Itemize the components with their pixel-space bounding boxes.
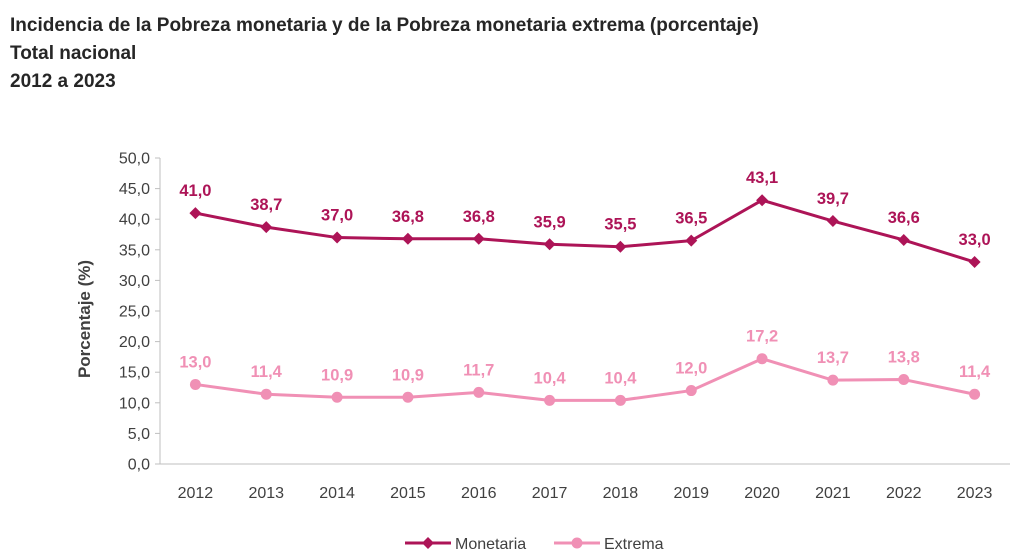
data-point-extrema [260, 388, 272, 400]
data-point-extrema [473, 386, 485, 398]
data-label-monetaria: 39,7 [817, 190, 849, 208]
data-point-monetaria [826, 215, 839, 228]
y-tick-label: 20,0 [119, 334, 150, 351]
x-tick-label: 2023 [957, 485, 993, 502]
legend-marker-extrema [571, 537, 583, 549]
chart-period: 2012 a 2023 [10, 71, 116, 92]
x-tick-label: 2013 [248, 485, 284, 502]
data-label-extrema: 13,8 [888, 349, 920, 367]
chart-subtitle: Total nacional [10, 43, 137, 64]
data-label-monetaria: 36,8 [392, 208, 424, 226]
data-label-monetaria: 43,1 [746, 169, 778, 187]
x-tick-label: 2020 [744, 485, 780, 502]
chart-title-block: Incidencia de la Pobreza monetaria y de … [10, 12, 759, 96]
data-label-monetaria: 36,5 [675, 210, 707, 228]
data-point-extrema [969, 388, 981, 400]
data-point-monetaria [756, 194, 769, 207]
x-tick-label: 2016 [461, 485, 497, 502]
data-label-extrema: 13,7 [817, 349, 849, 367]
data-point-extrema [544, 394, 556, 406]
chart-title: Incidencia de la Pobreza monetaria y de … [10, 15, 759, 36]
y-axis-title: Porcentaje (%) [75, 260, 94, 378]
data-point-extrema [685, 385, 697, 397]
y-tick-label: 0,0 [128, 457, 150, 474]
x-tick-label: 2018 [603, 485, 639, 502]
y-tick-label: 30,0 [119, 273, 150, 290]
data-point-monetaria [897, 234, 910, 247]
data-label-monetaria: 35,9 [534, 213, 566, 231]
x-tick-label: 2017 [532, 485, 568, 502]
legend-label-extrema: Extrema [604, 536, 664, 553]
data-label-extrema: 10,4 [604, 369, 637, 387]
data-label-extrema: 10,9 [321, 366, 353, 384]
data-label-extrema: 10,9 [392, 366, 424, 384]
data-label-monetaria: 33,0 [959, 231, 991, 249]
data-label-extrema: 11,4 [959, 363, 991, 381]
legend-label-monetaria: Monetaria [455, 536, 526, 553]
data-label-monetaria: 35,5 [604, 216, 636, 234]
y-tick-label: 25,0 [119, 304, 150, 321]
series-line-extrema [195, 357, 975, 402]
data-label-monetaria: 36,6 [888, 209, 920, 227]
x-tick-label: 2021 [815, 485, 851, 502]
data-point-monetaria [685, 234, 698, 247]
chart-legend: Monetaria Extrema [405, 536, 664, 553]
series-line-monetaria [195, 198, 976, 264]
data-label-extrema: 17,2 [746, 328, 778, 346]
y-tick-label: 15,0 [119, 365, 150, 382]
data-label-extrema: 13,0 [179, 353, 211, 371]
y-tick-label: 50,0 [119, 151, 150, 168]
data-point-monetaria [260, 221, 273, 234]
x-tick-label: 2022 [886, 485, 922, 502]
data-point-extrema [827, 374, 839, 386]
x-tick-label: 2019 [673, 485, 709, 502]
y-tick-label: 35,0 [119, 242, 150, 259]
data-point-monetaria [543, 238, 556, 251]
y-tick-label: 40,0 [119, 212, 150, 229]
data-point-monetaria [472, 232, 485, 245]
y-tick-label: 5,0 [128, 426, 150, 443]
data-point-extrema [189, 378, 201, 390]
y-tick-label: 10,0 [119, 395, 150, 412]
data-label-extrema: 11,4 [251, 363, 283, 381]
chart-data-labels: 41,0 38,7 37,0 36,8 36,8 35,9 35,5 36,5 43,1 39,7… [179, 169, 991, 387]
data-point-extrema [898, 374, 910, 386]
x-tick-label: 2014 [319, 485, 355, 502]
data-point-extrema [614, 394, 626, 406]
data-label-extrema: 10,4 [534, 369, 567, 387]
y-tick-label: 45,0 [119, 181, 150, 198]
data-point-extrema [331, 391, 343, 403]
data-label-extrema: 11,7 [463, 361, 494, 379]
data-point-monetaria [614, 240, 627, 253]
chart-series [189, 194, 981, 406]
data-point-monetaria [968, 256, 981, 269]
data-label-extrema: 12,0 [675, 360, 707, 378]
data-label-monetaria: 36,8 [463, 208, 495, 226]
data-point-extrema [756, 353, 768, 365]
data-label-monetaria: 41,0 [179, 182, 211, 200]
data-point-monetaria [401, 232, 414, 245]
x-tick-label: 2012 [178, 485, 214, 502]
data-point-extrema [402, 391, 414, 403]
chart-axes: 0,0 5,0 10,0 15,0 20,0 25,0 30,0 35,0 40,0 45,0 50… [75, 151, 1010, 502]
data-label-monetaria: 38,7 [250, 196, 282, 214]
legend-marker-monetaria [422, 537, 434, 549]
data-point-monetaria [331, 231, 344, 244]
x-tick-label: 2015 [390, 485, 426, 502]
data-point-monetaria [189, 207, 202, 220]
data-label-monetaria: 37,0 [321, 207, 353, 225]
